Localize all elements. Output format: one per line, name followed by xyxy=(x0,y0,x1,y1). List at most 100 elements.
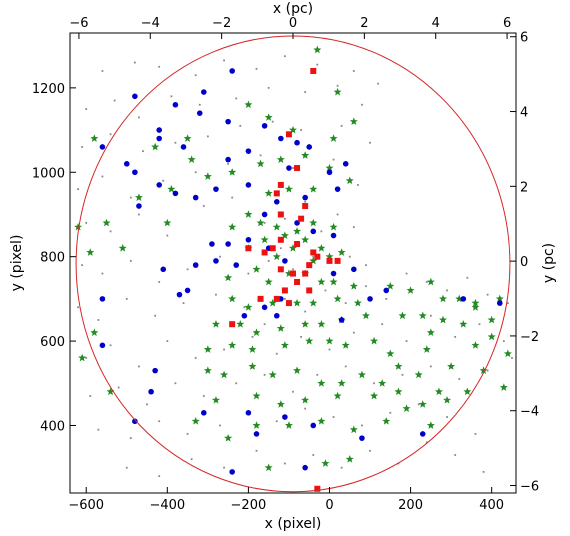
background-dot xyxy=(352,70,355,72)
background-dot xyxy=(206,135,209,138)
background-dot xyxy=(239,124,242,127)
star-point xyxy=(183,134,192,142)
blue-point xyxy=(201,410,207,416)
background-dot xyxy=(113,99,116,102)
blue-point xyxy=(294,139,300,146)
star-point xyxy=(386,349,395,358)
red-square-point xyxy=(294,165,301,172)
star-point xyxy=(228,341,237,349)
star-point xyxy=(102,218,111,227)
red-square-point xyxy=(285,300,292,307)
star-point xyxy=(370,336,379,345)
blue-point xyxy=(229,68,235,74)
blue-point xyxy=(160,266,167,273)
background-dot xyxy=(312,255,315,258)
background-dot xyxy=(304,91,307,93)
y-tick-label: 600 xyxy=(40,335,65,350)
star-point xyxy=(264,189,273,197)
star-point xyxy=(260,235,269,244)
star-point xyxy=(244,100,253,109)
star-point xyxy=(503,349,512,358)
background-dot xyxy=(138,365,140,368)
background-dot xyxy=(466,276,469,279)
star-point xyxy=(309,298,318,307)
star-point xyxy=(418,400,427,408)
star-point xyxy=(191,417,200,425)
background-dot xyxy=(215,293,217,296)
blue-point xyxy=(132,93,138,100)
blue-point xyxy=(180,144,187,150)
star-point xyxy=(264,463,273,472)
star-point xyxy=(325,252,334,261)
star-point xyxy=(252,265,261,273)
blue-point xyxy=(306,144,313,150)
background-dot xyxy=(158,420,161,423)
star-point xyxy=(151,142,160,151)
star-point xyxy=(224,273,233,282)
background-dot xyxy=(146,403,148,406)
background-dot xyxy=(223,466,225,469)
y2-tick-label: −4 xyxy=(520,405,539,420)
background-dot xyxy=(219,424,221,427)
background-dot xyxy=(227,162,230,165)
star-point xyxy=(333,87,342,96)
background-dot xyxy=(267,86,270,89)
background-dot xyxy=(381,323,384,326)
background-dot xyxy=(267,259,270,262)
blue-point xyxy=(156,135,162,142)
star-point xyxy=(447,362,456,370)
background-dot xyxy=(275,420,278,423)
blue-point xyxy=(310,422,317,429)
background-dot xyxy=(202,395,205,397)
blue-point xyxy=(99,342,106,349)
background-dot xyxy=(85,222,88,224)
background-dot xyxy=(170,95,173,98)
y2-tick-label: 4 xyxy=(520,106,528,121)
star-point xyxy=(289,125,297,134)
star-point xyxy=(479,366,488,375)
background-dot xyxy=(223,59,225,62)
background-dot xyxy=(369,141,371,144)
red-square-point xyxy=(273,295,280,302)
star-point xyxy=(305,336,314,345)
background-dot xyxy=(142,150,144,153)
star-point xyxy=(252,391,261,400)
star-point xyxy=(203,172,212,180)
star-point xyxy=(370,391,379,400)
background-dot xyxy=(194,171,197,174)
star-point xyxy=(78,353,87,362)
blue-point xyxy=(359,435,365,441)
star-point xyxy=(321,459,330,467)
blue-point xyxy=(225,156,231,163)
blue-point xyxy=(351,266,357,273)
background-dot xyxy=(223,348,225,351)
background-dot xyxy=(101,175,104,178)
background-dot xyxy=(304,310,307,313)
blue-point xyxy=(273,199,280,205)
blue-point xyxy=(278,135,284,142)
background-dot xyxy=(255,449,258,452)
background-dot xyxy=(304,200,307,203)
background-dot xyxy=(385,297,388,300)
star-point xyxy=(228,294,237,303)
background-dot xyxy=(283,55,286,58)
star-point xyxy=(349,425,358,434)
star-point xyxy=(406,286,415,294)
y-axis-label: y (pixel) xyxy=(9,235,25,292)
red-square-point xyxy=(302,203,309,210)
blue-point xyxy=(338,317,345,323)
red-square-point xyxy=(306,287,313,294)
background-dot xyxy=(101,70,104,72)
star-point xyxy=(357,370,366,379)
blue-point xyxy=(261,211,268,218)
background-dot xyxy=(458,378,461,380)
background-dot xyxy=(138,116,140,119)
y-tick-label: 400 xyxy=(40,419,65,434)
red-square-point xyxy=(273,190,280,197)
background-dot xyxy=(356,184,359,186)
star-point xyxy=(394,362,403,370)
x-tick-label: −600 xyxy=(68,498,104,513)
background-dot xyxy=(259,154,262,157)
star-point xyxy=(276,400,285,408)
star-point xyxy=(309,256,318,265)
